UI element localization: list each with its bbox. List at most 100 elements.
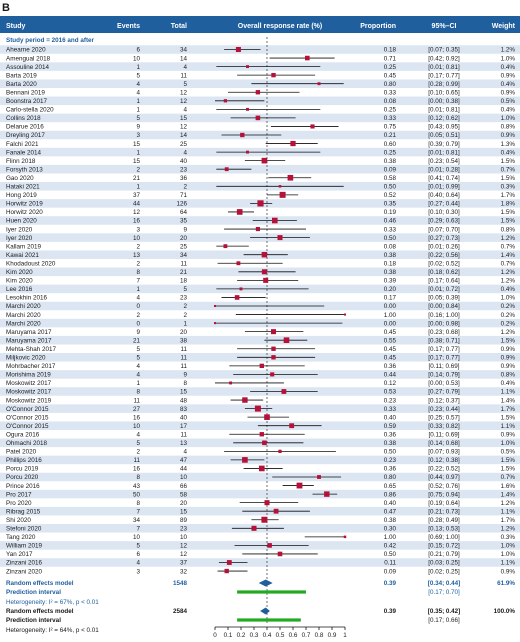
study-name: Kim 2020 <box>6 269 33 276</box>
study-weight: 0.4% <box>501 81 516 88</box>
study-name: Carlo-stella 2020 <box>6 107 54 114</box>
study-total: 32 <box>180 568 188 575</box>
study-row: Marchi 2020 0 1 0.00 [0.00; 0.98] 0.2% <box>6 320 515 327</box>
study-ci: [0.22; 0.52] <box>428 466 460 473</box>
study-name: Pro 2017 <box>6 491 32 498</box>
study-total: 15 <box>180 508 188 515</box>
header-weight: Weight <box>492 23 516 30</box>
study-row: Huen 2020 16 35 0.46 [0.29; 0.63] 1.5% <box>6 217 515 225</box>
study-proportion: 0.50 <box>384 551 397 558</box>
study-estimate-square <box>255 115 261 121</box>
study-weight: 0.9% <box>501 431 516 438</box>
study-name: Gao 2020 <box>6 175 34 182</box>
overall-random-label: Random effects model <box>6 608 74 615</box>
study-ci: [0.21; 0.73] <box>428 508 460 515</box>
study-proportion: 0.17 <box>384 295 397 302</box>
study-estimate-square <box>277 551 283 557</box>
study-total: 11 <box>180 260 187 267</box>
header-study: Study <box>6 23 26 30</box>
study-row: Khodadoust 2020 2 11 0.18 [0.02; 0.52] 0.7% <box>6 260 515 267</box>
study-name: Collins 2018 <box>6 115 41 122</box>
overall-prediction-label: Prediction interval <box>6 617 61 624</box>
study-events: 10 <box>133 423 141 430</box>
study-events: 16 <box>133 218 141 225</box>
study-total: 5 <box>183 286 187 293</box>
study-estimate-square <box>267 543 272 548</box>
study-ci: [0.12; 0.37] <box>428 397 460 404</box>
subgroup-random-total: 1548 <box>173 580 188 587</box>
study-events: 4 <box>136 372 140 379</box>
study-estimate-square <box>259 432 264 437</box>
study-name: Maruyama 2017 <box>6 329 52 336</box>
study-total: 11 <box>180 346 187 353</box>
study-total: 11 <box>180 355 187 362</box>
study-total: 40 <box>180 414 188 421</box>
study-row: Carlo-stella 2020 1 4 0.25 [0.01; 0.81] 0.4% <box>6 107 515 114</box>
subgroup-summary: Random effects model 1548 0.39 [0.34; 0.… <box>6 580 515 606</box>
study-estimate-square <box>264 414 270 420</box>
study-proportion: 0.36 <box>384 466 397 473</box>
study-total: 15 <box>180 115 188 122</box>
study-ci: [0.27; 0.73] <box>428 235 460 242</box>
study-events: 3 <box>136 226 140 233</box>
study-total: 12 <box>180 98 188 105</box>
study-total: 12 <box>180 124 188 131</box>
study-weight: 0.8% <box>501 226 516 233</box>
study-weight: 1.7% <box>501 192 516 199</box>
study-row: Amengual 2018 10 14 0.71 [0.42; 0.92] 1.0% <box>6 55 515 62</box>
study-estimate-square <box>255 226 260 232</box>
study-row: Assouline 2014 1 4 0.25 [0.01; 0.81] 0.4% <box>6 64 515 71</box>
study-weight: 1.5% <box>501 175 516 182</box>
study-estimate-square <box>246 65 249 69</box>
study-proportion: 0.20 <box>384 286 397 293</box>
study-weight: 1.5% <box>501 337 516 344</box>
study-proportion: 1.00 <box>384 534 397 541</box>
study-estimate-square <box>343 535 347 539</box>
study-name: Ohmachi 2018 <box>6 440 47 447</box>
study-total: 66 <box>180 483 188 490</box>
study-events: 7 <box>136 278 140 285</box>
study-ci: [0.00; 0.98] <box>428 320 460 327</box>
study-ci: [0.25; 0.57] <box>428 414 460 421</box>
study-row: William 2019 5 12 0.42 [0.15; 0.72] 1.0% <box>6 543 515 550</box>
study-total: 83 <box>180 406 188 413</box>
study-estimate-square <box>257 200 264 207</box>
prediction-interval-bar <box>237 618 301 622</box>
study-estimate-square <box>271 355 276 360</box>
study-total: 58 <box>180 491 188 498</box>
study-weight: 1.4% <box>501 397 516 404</box>
study-total: 4 <box>183 449 187 456</box>
study-row: Ohmachi 2018 5 13 0.38 [0.14; 0.68] 1.0% <box>6 440 515 447</box>
study-row: Dreyling 2017 3 14 0.21 [0.05; 0.51] 0.9% <box>6 132 515 139</box>
study-name: Iyer 2020 <box>6 235 33 242</box>
study-name: Dreyling 2017 <box>6 132 45 139</box>
study-estimate-square <box>270 329 277 335</box>
study-proportion: 0.38 <box>384 440 397 447</box>
x-tick-label: 0.2 <box>237 632 246 639</box>
study-events: 9 <box>136 124 140 131</box>
study-name: Lesokhin 2016 <box>6 295 47 302</box>
study-proportion: 0.33 <box>384 115 397 122</box>
study-row: O'Connor 2015 10 17 0.59 [0.33; 0.82] 1.1% <box>6 423 515 430</box>
study-events: 2 <box>136 260 140 267</box>
study-name: Horwitz 2019 <box>6 201 43 208</box>
study-proportion: 0.23 <box>384 397 397 404</box>
study-weight: 0.4% <box>501 380 516 387</box>
study-proportion: 0.36 <box>384 363 397 370</box>
study-total: 71 <box>180 192 188 199</box>
panel-label: B <box>2 2 10 14</box>
study-events: 1 <box>136 107 140 114</box>
study-name: Prince 2016 <box>6 483 40 490</box>
study-proportion: 0.50 <box>384 235 397 242</box>
study-weight: 1.5% <box>501 209 516 216</box>
study-total: 11 <box>180 431 187 438</box>
study-weight: 0.9% <box>501 132 516 139</box>
study-name: Mehta-Shah 2017 <box>6 346 57 353</box>
study-events: 10 <box>133 235 141 242</box>
study-estimate-square <box>226 560 232 565</box>
study-proportion: 0.75 <box>384 124 397 131</box>
study-proportion: 0.00 <box>384 303 397 310</box>
study-ci: [0.42; 0.92] <box>428 55 460 62</box>
study-row: Gao 2020 21 36 0.58 [0.41; 0.74] 1.5% <box>6 174 516 182</box>
study-name: Iyer 2020 <box>6 226 33 233</box>
